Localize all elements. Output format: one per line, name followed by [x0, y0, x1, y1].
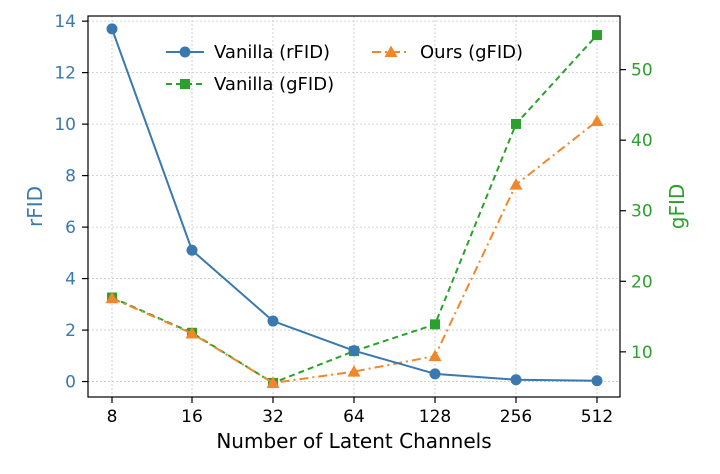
legend-entry-ours-gfid: Ours (gFID)	[372, 42, 523, 63]
right-y-axis-title: gFID	[665, 184, 689, 230]
right-tick-label: 50	[631, 61, 653, 81]
left-y-axis: 0 2 4 6 8 10 12 14	[54, 12, 88, 393]
data-point-ours-gfid	[428, 349, 442, 362]
legend-marker-vanilla-gfid	[180, 79, 190, 89]
left-tick-label: 6	[65, 218, 76, 238]
data-point-ours-gfid	[185, 327, 199, 339]
x-tick-label: 64	[343, 407, 365, 427]
data-point-vanilla-rfid	[106, 23, 118, 35]
x-tick-label: 32	[262, 407, 284, 427]
x-tick-label: 512	[581, 407, 613, 427]
x-tick-label: 256	[500, 407, 532, 427]
series-ours-gfid	[105, 114, 604, 388]
series-line-ours-gfid	[111, 120, 598, 384]
legend-marker-ours-gfid	[384, 45, 398, 57]
data-point-vanilla-gfid	[592, 30, 602, 41]
legend-label-ours-gfid: Ours (gFID)	[420, 42, 523, 63]
legend-symbol-ours-gfid	[384, 45, 398, 57]
data-point-ours-gfid	[590, 114, 604, 127]
x-tick-label: 16	[181, 407, 203, 427]
left-tick-label: 14	[54, 12, 76, 32]
data-point-vanilla-rfid	[429, 368, 441, 380]
legend-marker-vanilla-rfid	[179, 46, 191, 58]
data-point-vanilla-rfid	[510, 374, 522, 386]
x-tick-label: 8	[107, 407, 118, 427]
right-tick-label: 10	[631, 343, 653, 363]
left-tick-label: 10	[54, 115, 76, 135]
series-vanilla-rfid	[106, 23, 603, 387]
left-tick-label: 8	[65, 167, 76, 187]
left-tick-label: 12	[54, 64, 76, 84]
data-point-vanilla-gfid	[430, 319, 440, 330]
right-tick-label: 20	[631, 272, 653, 292]
data-point-vanilla-rfid	[267, 315, 279, 327]
x-axis: 8 16 32 64 128 256 512	[107, 397, 613, 427]
series-layer	[105, 23, 604, 388]
legend-symbol-vanilla-gfid	[180, 79, 190, 89]
left-tick-label: 0	[65, 373, 76, 393]
data-point-vanilla-rfid	[186, 244, 198, 256]
right-tick-label: 40	[631, 131, 653, 151]
data-point-ours-gfid	[509, 178, 523, 190]
data-point-ours-gfid	[266, 376, 280, 388]
legend-label-vanilla-gfid: Vanilla (gFID)	[214, 74, 334, 95]
data-point-vanilla-gfid	[511, 118, 521, 129]
left-tick-label: 2	[65, 321, 76, 341]
x-axis-title: Number of Latent Channels	[216, 429, 491, 453]
legend: Vanilla (rFID) Ours (gFID) Vanilla (gFID…	[166, 42, 523, 95]
legend-label-vanilla-rfid: Vanilla (rFID)	[214, 42, 330, 63]
x-tick-label: 128	[419, 407, 451, 427]
grid-lines	[88, 16, 620, 397]
left-y-axis-title: rFID	[23, 186, 47, 227]
data-point-ours-gfid	[347, 365, 361, 377]
legend-entry-vanilla-gfid: Vanilla (gFID)	[166, 74, 334, 95]
data-point-vanilla-rfid	[591, 375, 603, 387]
legend-symbol-vanilla-rfid	[179, 46, 191, 58]
data-point-vanilla-rfid	[348, 345, 360, 357]
left-tick-label: 4	[65, 270, 76, 290]
right-y-axis: 10 20 30 40 50	[620, 61, 653, 363]
data-point-ours-gfid	[105, 291, 119, 304]
right-tick-label: 30	[631, 202, 653, 222]
legend-entry-vanilla-rfid: Vanilla (rFID)	[166, 42, 330, 63]
